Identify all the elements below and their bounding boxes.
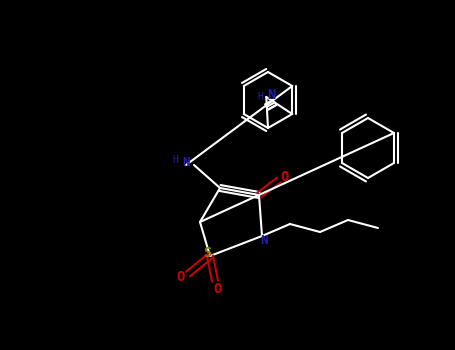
- Text: H: H: [258, 92, 263, 102]
- Text: O: O: [214, 282, 222, 296]
- Text: N: N: [182, 156, 190, 169]
- Text: N: N: [260, 234, 268, 247]
- Text: O: O: [177, 270, 185, 284]
- Text: H: H: [172, 155, 178, 165]
- Text: N: N: [267, 88, 275, 102]
- Text: S: S: [203, 246, 211, 260]
- Text: O: O: [281, 170, 289, 184]
